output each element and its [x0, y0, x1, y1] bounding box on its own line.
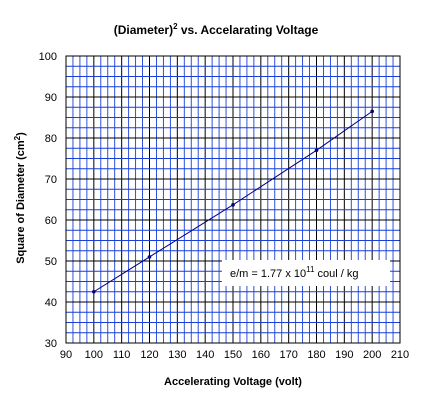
x-tick-label: 90 — [60, 349, 72, 361]
y-tick-label: 60 — [45, 215, 57, 227]
x-tick-label: 110 — [113, 349, 131, 361]
plot-frame — [65, 55, 401, 344]
data-point — [92, 289, 96, 294]
x-tick-label: 140 — [196, 349, 214, 361]
y-axis-label-suffix: ) — [15, 132, 27, 136]
y-tick-labels: 30 40 50 60 70 80 90 100 — [39, 51, 57, 350]
x-tick-label: 100 — [85, 349, 103, 361]
chart-title-superscript: 2 — [173, 22, 178, 31]
annotation-superscript: 11 — [306, 265, 315, 274]
chart-title-suffix: vs. Accelarating Voltage — [178, 23, 319, 37]
annotation-suffix: coul / kg — [314, 268, 358, 280]
y-tick-label: 80 — [45, 133, 57, 145]
y-axis-label: Square of Diameter (cm2) — [13, 132, 27, 264]
y-axis-label-superscript: 2 — [13, 135, 22, 140]
x-tick-label: 120 — [140, 349, 158, 361]
x-tick-label: 200 — [363, 349, 381, 361]
y-tick-label: 90 — [45, 92, 57, 104]
data-point — [370, 109, 374, 114]
x-tick-label: 130 — [168, 349, 186, 361]
x-tick-label: 210 — [391, 349, 409, 361]
y-tick-label: 50 — [45, 256, 57, 268]
x-tick-label: 170 — [279, 349, 297, 361]
data-series — [92, 109, 374, 294]
x-tick-label: 150 — [224, 349, 242, 361]
chart-title: (Diameter)2 vs. Accelarating Voltage — [114, 22, 319, 37]
y-tick-label: 100 — [39, 51, 57, 63]
x-tick-label: 190 — [335, 349, 353, 361]
y-tick-label: 70 — [45, 174, 57, 186]
x-tick-labels: 90 100 110 120 130 140 150 160 170 180 190 200 210 — [60, 349, 409, 361]
data-point — [231, 203, 235, 207]
y-tick-label: 30 — [45, 338, 57, 350]
data-point — [314, 148, 319, 153]
y-tick-label: 40 — [45, 297, 57, 309]
plot-grid — [65, 55, 401, 344]
annotation-box — [222, 260, 390, 286]
x-tick-label: 160 — [252, 349, 270, 361]
x-axis-label: Accelerating Voltage (volt) — [164, 376, 302, 388]
data-point — [147, 255, 152, 259]
annotation-text: e/m = 1.77 x 1011 coul / kg — [230, 265, 358, 280]
x-tick-label: 180 — [307, 349, 325, 361]
